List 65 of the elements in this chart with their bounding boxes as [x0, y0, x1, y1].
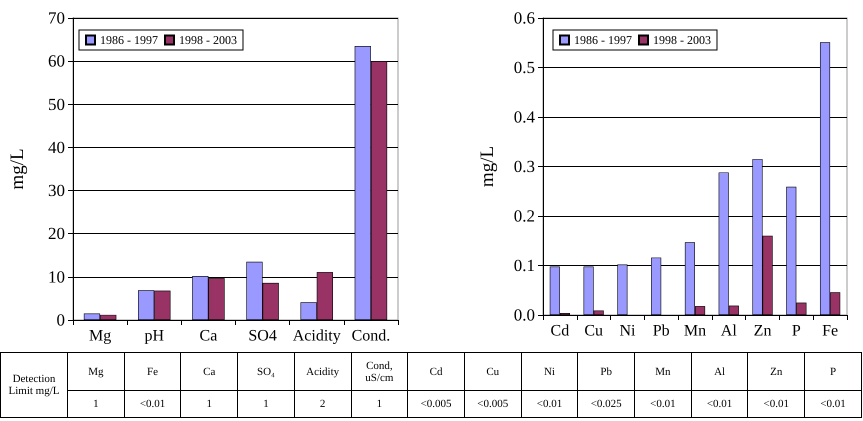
text: <0.01 — [140, 398, 166, 410]
x-tick-label: Mn — [684, 322, 706, 340]
text: 1 — [206, 398, 212, 410]
y-tick-label: 40 — [48, 138, 65, 157]
y-tick-label: 0.5 — [514, 58, 535, 77]
text: 1 — [263, 398, 269, 410]
category-label: Al — [691, 352, 748, 390]
category-label: Zn — [748, 352, 805, 390]
y-tick-label: 0.2 — [514, 206, 535, 226]
x-tick-label: Al — [720, 322, 738, 340]
legend-label: 1998 - 2003 — [652, 33, 711, 47]
y-axis-title: mg/L — [7, 148, 28, 190]
category-label: SO₄ — [238, 352, 294, 390]
y-tick-label: 0.1 — [514, 256, 535, 275]
y-tick-label: 0.4 — [514, 108, 536, 126]
text: <0.005 — [420, 398, 452, 410]
x-tick-label: Cd — [550, 322, 570, 340]
text: 1 — [376, 398, 382, 410]
text: <0.01 — [764, 398, 790, 410]
y-tick-label: 10 — [48, 267, 65, 286]
text: 1 — [93, 398, 99, 410]
x-tick-label: Zn — [754, 322, 772, 340]
x-tick-label: Acidity — [292, 328, 341, 344]
category-label: Mn — [634, 352, 692, 390]
legend-label: 1986 - 1997 — [100, 33, 158, 47]
y-tick-label: 20 — [48, 224, 65, 244]
legend-label: 1998 - 2003 — [178, 33, 237, 47]
text: <0.005 — [477, 398, 508, 410]
x-tick-label: pH — [144, 328, 164, 344]
text: <0.01 — [706, 398, 732, 410]
x-tick-label: Cu — [584, 322, 604, 340]
x-tick-label: SO4 — [248, 328, 277, 344]
x-tick-label: Cond. — [352, 328, 390, 344]
category-label: Pb — [578, 352, 635, 390]
text: Detection Limit mg/L — [0, 352, 68, 418]
x-tick-label: Fe — [822, 322, 838, 340]
text: <0.025 — [590, 398, 622, 410]
y-axis-title: mg/L — [477, 146, 498, 188]
x-tick-label: Pb — [652, 322, 670, 340]
text: <0.01 — [650, 398, 676, 410]
text: <0.01 — [820, 398, 846, 410]
category-label: P — [804, 352, 862, 390]
category-label: Cd — [408, 352, 464, 390]
category-label: Cu — [464, 352, 522, 390]
category-label: Acidity — [294, 352, 352, 390]
y-tick-label: 50 — [48, 94, 65, 114]
text: <0.01 — [536, 398, 562, 410]
y-tick-label: 70 — [48, 8, 65, 28]
category-label: Ca — [180, 352, 238, 390]
x-tick-label: Ca — [200, 328, 218, 344]
x-tick-label: Ni — [619, 322, 636, 340]
y-tick-label: 0.3 — [514, 157, 535, 176]
y-tick-label: 30 — [48, 181, 65, 200]
category-label: Ni — [521, 352, 578, 390]
category-label: Mg — [68, 352, 124, 390]
x-tick-label: Mg — [88, 328, 112, 344]
y-tick-label: 0.0 — [514, 306, 535, 324]
category-label: Cond, uS/cm — [351, 352, 408, 390]
x-tick-label: P — [792, 322, 801, 340]
text: 2 — [320, 398, 326, 410]
legend-label: 1986 - 1997 — [574, 33, 632, 47]
y-tick-label: 0 — [56, 310, 65, 330]
category-label: Fe — [124, 352, 181, 390]
y-tick-label: 0.6 — [514, 8, 535, 28]
y-tick-label: 60 — [48, 52, 65, 71]
